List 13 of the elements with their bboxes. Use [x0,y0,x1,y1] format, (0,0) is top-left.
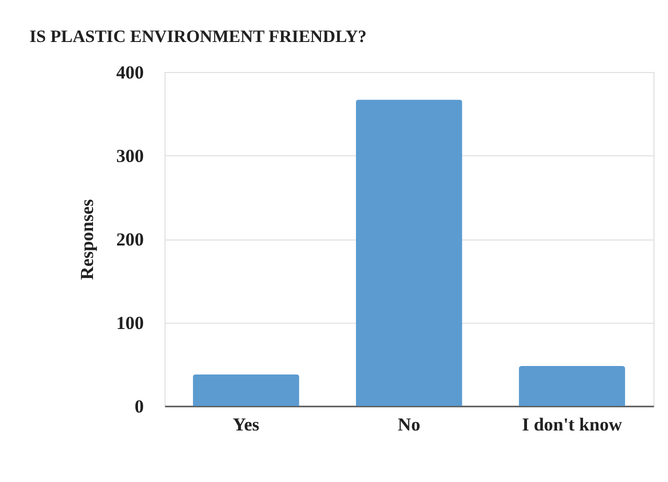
y-tick-label: 200 [116,229,144,250]
bar [518,366,626,406]
x-tick-label: I don't know [522,414,623,435]
y-tick-label: 300 [116,146,144,166]
chart-title: IS PLASTIC ENVIRONMENT FRIENDLY? [30,26,367,46]
y-tick-label: 0 [134,396,144,416]
y-tick-label: 400 [116,62,144,82]
x-tick-label: No [398,414,420,435]
bar [356,100,462,406]
x-tick-label: Yes [232,414,260,435]
bar [192,374,300,406]
y-axis-title: Responses [76,199,97,280]
y-tick-label: 100 [116,312,144,333]
